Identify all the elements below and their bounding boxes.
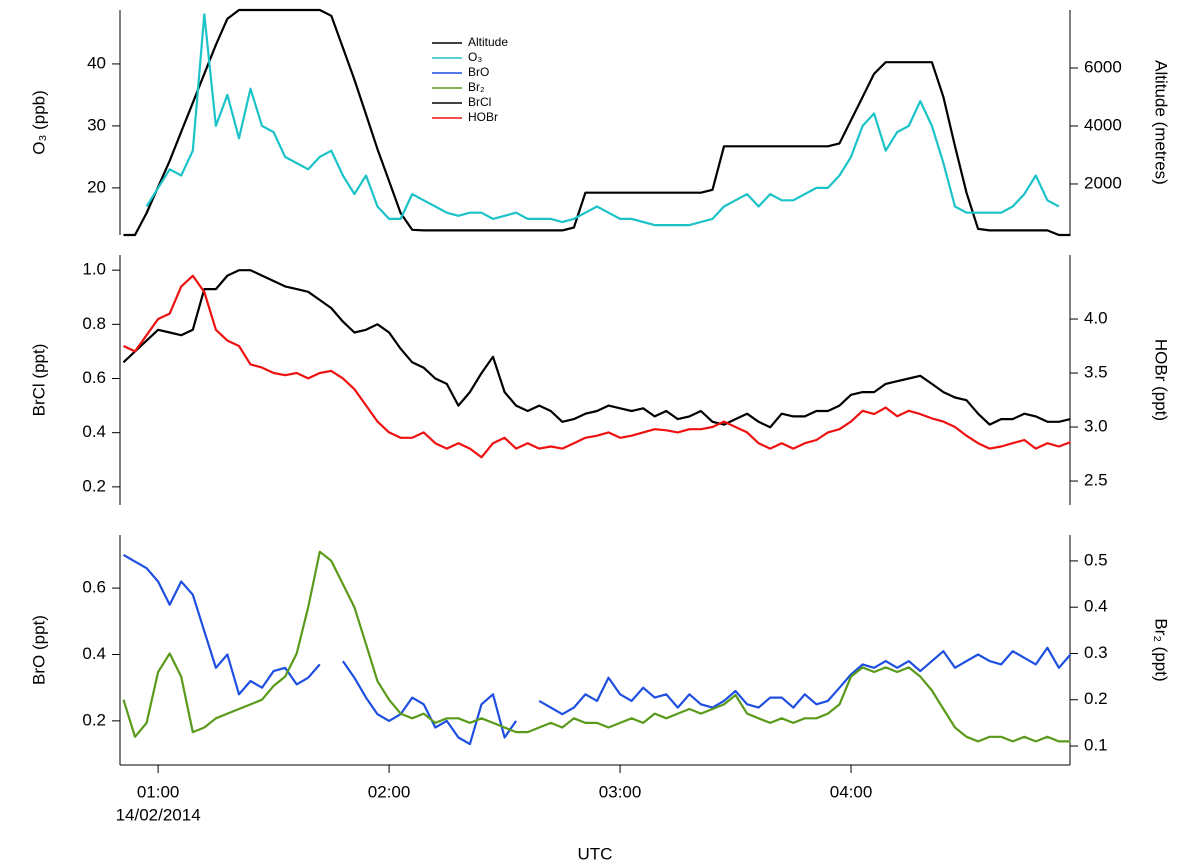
x-tick-label: 01:00: [137, 782, 180, 801]
data-line: [123, 274, 1071, 459]
y2-tick-label: 0.4: [1084, 597, 1108, 616]
y2-tick-label: 4.0: [1084, 309, 1108, 328]
y2-tick-label: 4000: [1084, 115, 1122, 134]
y-axis-label: O₃ (ppb): [29, 90, 48, 155]
legend-label: BrCl: [468, 95, 491, 109]
legend-label: O₃: [468, 50, 482, 64]
data-line: [122, 269, 1071, 429]
y2-tick-label: 2.5: [1084, 471, 1108, 490]
date-label: 14/02/2014: [116, 805, 201, 824]
y-tick-label: 0.8: [82, 314, 106, 333]
y-tick-label: 0.2: [82, 710, 106, 729]
y-tick-label: 20: [87, 177, 106, 196]
y-tick-label: 0.6: [82, 578, 106, 597]
x-tick-label: 03:00: [599, 782, 642, 801]
y2-tick-label: 6000: [1084, 57, 1122, 76]
y-tick-label: 1.0: [82, 260, 106, 279]
y2-tick-label: 3.0: [1084, 417, 1108, 436]
y-tick-label: 30: [87, 115, 106, 134]
y-tick-label: 0.4: [82, 644, 106, 663]
x-axis-label: UTC: [578, 844, 613, 863]
y2-tick-label: 2000: [1084, 173, 1122, 192]
legend-label: HOBr: [468, 110, 498, 124]
y2-tick-label: 0.1: [1084, 736, 1108, 755]
legend-label: Br₂: [468, 80, 485, 94]
y-tick-label: 0.2: [82, 476, 106, 495]
y2-tick-label: 0.2: [1084, 689, 1108, 708]
data-line: [122, 550, 1071, 743]
y2-axis-label: HOBr (ppt): [1152, 339, 1171, 421]
y-tick-label: 40: [87, 53, 106, 72]
y-tick-label: 0.4: [82, 422, 106, 441]
y-axis-label: BrO (ppt): [29, 615, 48, 685]
y2-axis-label: Br₂ (ppt): [1152, 618, 1171, 681]
x-tick-label: 04:00: [830, 782, 873, 801]
x-tick-label: 02:00: [368, 782, 411, 801]
y-axis-label: BrCl (ppt): [29, 344, 48, 417]
legend-label: BrO: [468, 65, 489, 79]
data-line: [123, 8, 1071, 237]
y2-tick-label: 0.5: [1084, 550, 1108, 569]
legend-label: Altitude: [468, 35, 508, 49]
y2-tick-label: 0.3: [1084, 643, 1108, 662]
data-line: [145, 13, 1060, 227]
data-line: [122, 553, 1072, 746]
y2-tick-label: 3.5: [1084, 363, 1108, 382]
y2-axis-label: Altitude (metres): [1152, 60, 1171, 185]
y-tick-label: 0.6: [82, 368, 106, 387]
